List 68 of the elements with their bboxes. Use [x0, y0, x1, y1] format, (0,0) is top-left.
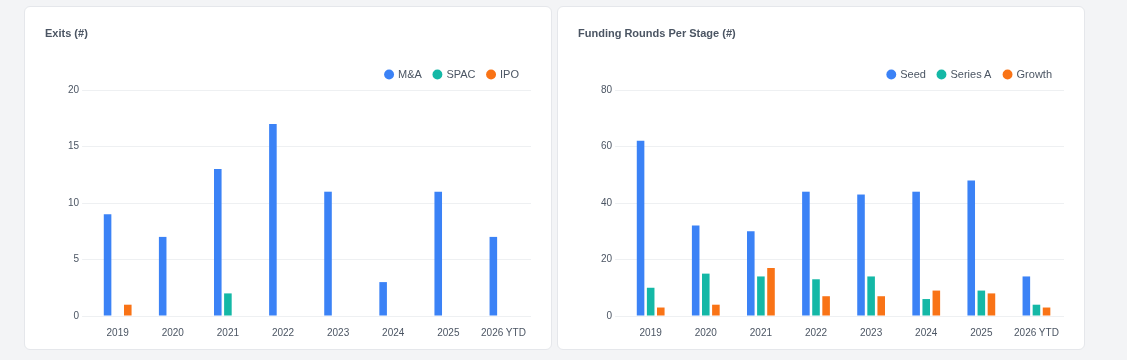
bar [214, 169, 222, 316]
chart-title: Funding Rounds Per Stage (#) [578, 27, 736, 39]
bar [712, 304, 720, 316]
x-tick-label: 2024 [915, 326, 938, 338]
y-tick-label: 0 [73, 309, 80, 321]
x-tick-label: 2022 [271, 326, 295, 338]
bar [932, 290, 941, 316]
y-tick-label: 20 [68, 83, 80, 95]
x-tick-label: 2022 [804, 326, 828, 338]
bar [1022, 276, 1031, 316]
bar [867, 276, 875, 316]
bar [103, 214, 112, 316]
bar [877, 296, 886, 316]
legend-label: SPAC [446, 67, 476, 80]
bar [857, 194, 865, 316]
bar [1032, 304, 1041, 316]
bar [269, 123, 277, 316]
y-tick-label: 0 [606, 309, 613, 321]
bar [691, 225, 700, 316]
x-tick-label: 2019 [639, 326, 663, 338]
bar [912, 191, 920, 316]
legend-label: M&A [398, 67, 423, 80]
x-tick-label: 2020 [694, 326, 718, 338]
bar [224, 293, 232, 316]
x-tick-label: 2019 [106, 326, 130, 338]
legend-label: Growth [1016, 67, 1053, 80]
y-tick-label: 5 [73, 253, 80, 265]
y-tick-label: 20 [601, 253, 613, 265]
x-tick-label: 2021 [216, 326, 240, 338]
bar [636, 140, 645, 316]
y-tick-label: 40 [601, 196, 613, 208]
chart-title: Exits (#) [45, 27, 88, 39]
legend-label: IPO [500, 67, 520, 80]
bar [702, 273, 710, 316]
bar [822, 296, 830, 316]
bar [434, 191, 443, 316]
x-tick-label: 2025 [970, 326, 993, 338]
x-tick-label: 2026 YTD [1014, 326, 1059, 338]
bar [747, 231, 755, 316]
x-tick-label: 2024 [382, 326, 405, 338]
x-tick-label: 2020 [161, 326, 185, 338]
bar [324, 191, 332, 316]
bar [123, 304, 132, 316]
y-tick-label: 80 [601, 83, 613, 95]
y-tick-label: 10 [68, 196, 80, 208]
y-tick-label: 60 [601, 140, 613, 152]
legend-label: Seed [900, 67, 926, 80]
bar [967, 180, 976, 316]
bar [977, 290, 986, 316]
bar [646, 287, 655, 316]
bar [489, 236, 498, 316]
y-tick-label: 15 [68, 140, 80, 152]
x-tick-label: 2023 [859, 326, 883, 338]
bar [802, 191, 810, 316]
bar [158, 236, 167, 316]
bar [379, 282, 387, 316]
x-tick-label: 2026 YTD [481, 326, 526, 338]
x-tick-label: 2025 [437, 326, 460, 338]
x-tick-label: 2021 [749, 326, 773, 338]
bar [987, 293, 996, 316]
legend-label: Series A [950, 67, 993, 80]
bar [1042, 307, 1051, 316]
bar [812, 279, 820, 316]
x-tick-label: 2023 [326, 326, 350, 338]
bar [922, 299, 931, 316]
bar [757, 276, 765, 316]
bar [656, 307, 665, 316]
bar [767, 267, 775, 316]
